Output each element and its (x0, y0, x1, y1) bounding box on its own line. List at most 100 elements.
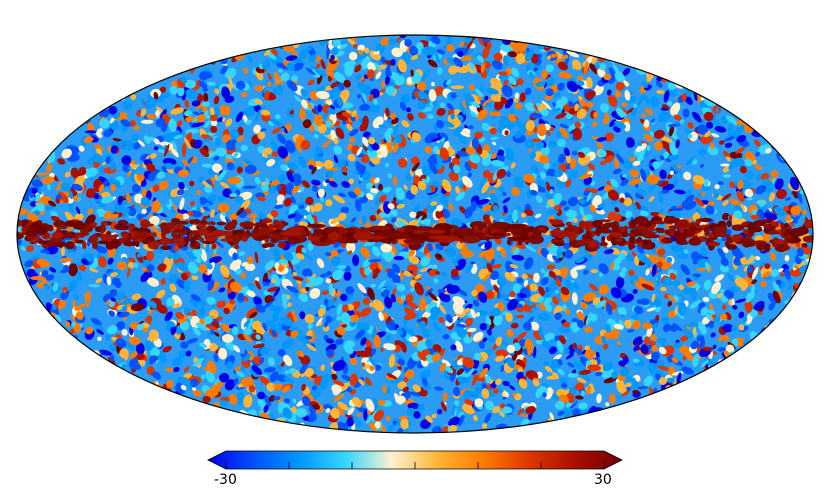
fluctuation-spot (313, 133, 319, 139)
fluctuation-spot (791, 346, 801, 358)
fluctuation-spot (676, 405, 683, 410)
fluctuation-spot (797, 382, 809, 391)
fluctuation-spot (55, 84, 65, 95)
fluctuation-spot (807, 420, 813, 433)
fluctuation-spot (248, 41, 262, 49)
fluctuation-spot (791, 118, 800, 125)
fluctuation-spot (405, 293, 414, 303)
fluctuation-spot (478, 341, 485, 349)
fluctuation-spot (704, 387, 711, 395)
fluctuation-spot (237, 418, 246, 427)
fluctuation-spot (774, 365, 783, 373)
fluctuation-spot (740, 363, 749, 377)
fluctuation-spot (48, 105, 54, 112)
fluctuation-spot (216, 300, 226, 308)
fluctuation-spot (43, 414, 50, 421)
fluctuation-spot (511, 186, 520, 197)
fluctuation-spot (46, 42, 53, 52)
fluctuation-spot (115, 423, 124, 430)
fluctuation-spot (672, 45, 684, 57)
fluctuation-spot (22, 375, 35, 386)
fluctuation-spot (59, 87, 69, 95)
fluctuation-spot (779, 405, 784, 410)
fluctuation-spot (784, 255, 790, 262)
fluctuation-spot (41, 83, 55, 92)
fluctuation-spot (59, 58, 67, 72)
fluctuation-spot (787, 385, 801, 394)
fluctuation-spot (680, 406, 688, 413)
fluctuation-spot (66, 96, 73, 102)
fluctuation-spot (463, 317, 474, 328)
fluctuation-spot (25, 345, 36, 356)
fluctuation-spot (248, 316, 254, 330)
fluctuation-spot (768, 330, 778, 334)
fluctuation-spot (645, 44, 652, 51)
fluctuation-spot (791, 332, 803, 337)
fluctuation-spot (737, 105, 743, 115)
fluctuation-spot (801, 347, 807, 357)
fluctuation-spot (446, 102, 454, 111)
fluctuation-spot (747, 52, 759, 62)
fluctuation-spot (568, 168, 578, 179)
fluctuation-spot (781, 350, 791, 358)
fluctuation-spot (748, 356, 753, 361)
fluctuation-spot (360, 247, 371, 259)
fluctuation-spot (39, 91, 46, 99)
fluctuation-spot (748, 426, 756, 433)
fluctuation-spot (48, 371, 56, 382)
fluctuation-spot (433, 278, 439, 284)
fluctuation-spot (201, 423, 208, 433)
fluctuation-spot (35, 103, 45, 113)
fluctuation-spot (714, 54, 725, 65)
fluctuation-spot (714, 35, 725, 44)
fluctuation-spot (784, 355, 792, 363)
fluctuation-spot (121, 377, 126, 384)
fluctuation-spot (779, 130, 792, 141)
fluctuation-spot (129, 422, 134, 427)
fluctuation-spot (747, 65, 756, 71)
fluctuation-spot (733, 65, 740, 73)
fluctuation-spot (39, 107, 50, 116)
fluctuation-spot (17, 359, 25, 367)
fluctuation-spot (436, 108, 446, 116)
fluctuation-spot (700, 425, 710, 433)
fluctuation-spot (808, 423, 813, 433)
fluctuation-spot (803, 182, 809, 188)
fluctuation-spot (99, 41, 110, 55)
fluctuation-spot (666, 100, 673, 107)
fluctuation-spot (234, 366, 241, 372)
fluctuation-spot (126, 419, 133, 426)
fluctuation-spot (87, 377, 97, 384)
fluctuation-spot (82, 39, 92, 51)
fluctuation-spot (665, 56, 672, 64)
fluctuation-spot (53, 69, 64, 75)
fluctuation-spot (64, 340, 71, 346)
fluctuation-spot (741, 366, 751, 376)
fluctuation-spot (17, 373, 26, 383)
fluctuation-spot (369, 214, 377, 222)
fluctuation-spot (127, 399, 137, 407)
fluctuation-spot (725, 390, 731, 396)
fluctuation-spot (540, 146, 550, 156)
fluctuation-spot (189, 423, 200, 433)
fluctuation-spot (711, 374, 719, 381)
fluctuation-spot (199, 414, 210, 422)
fluctuation-spot (202, 404, 209, 417)
fluctuation-spot (692, 77, 698, 83)
fluctuation-spot (392, 176, 398, 186)
fluctuation-spot (719, 368, 727, 377)
fluctuation-spot (768, 35, 775, 44)
fluctuation-spot (108, 392, 115, 399)
fluctuation-spot (209, 421, 217, 433)
fluctuation-spot (781, 40, 791, 53)
fluctuation-spot (84, 71, 96, 82)
fluctuation-spot (44, 359, 50, 365)
fluctuation-spot (154, 65, 163, 73)
fluctuation-spot (31, 423, 40, 431)
fluctuation-spot (21, 36, 28, 43)
fluctuation-spot (789, 44, 798, 51)
fluctuation-spot (97, 364, 103, 370)
fluctuation-spot (787, 421, 797, 430)
fluctuation-spot (680, 415, 686, 425)
